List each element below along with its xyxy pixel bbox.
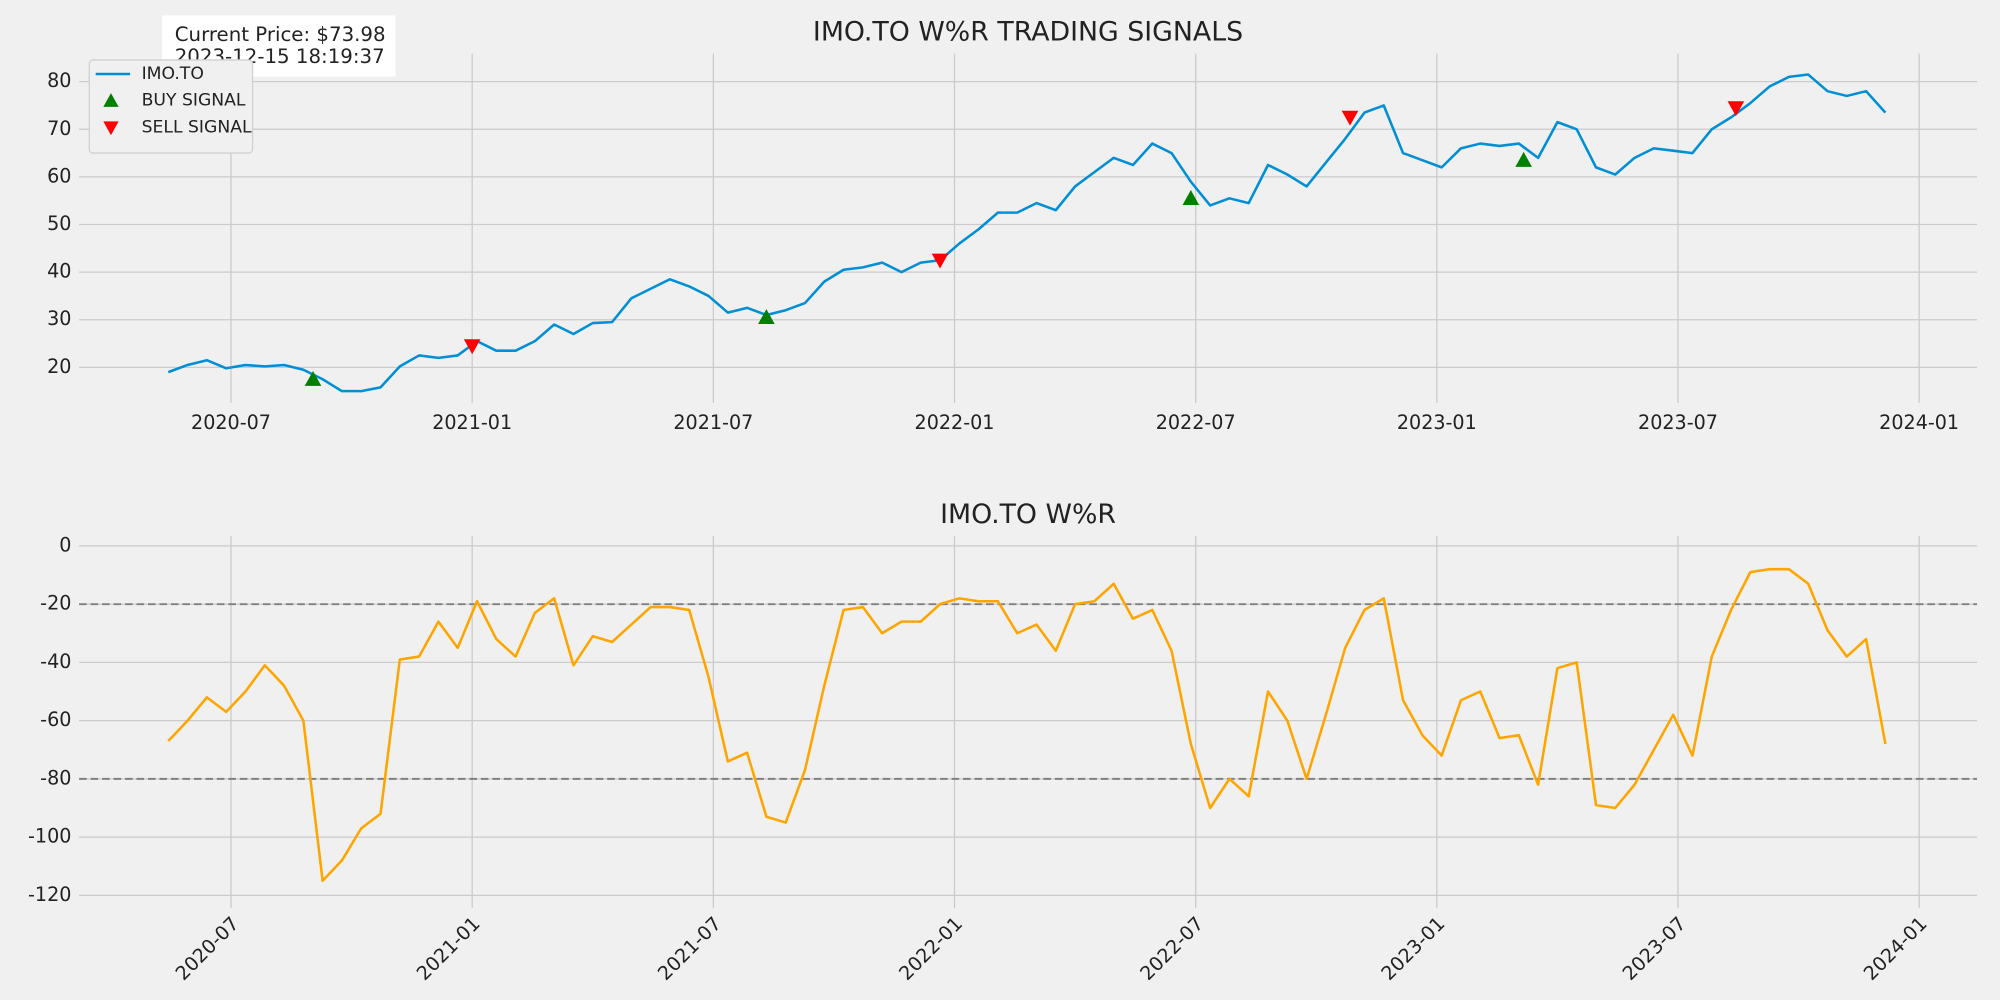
x-tick-label: 2020-07: [191, 411, 271, 434]
y-tick-label: 50: [47, 212, 71, 235]
y-tick-label: -60: [40, 708, 71, 731]
legend-swatch: [103, 121, 119, 136]
x-tick-label: 2024-01: [1879, 411, 1959, 434]
signal-marker: [931, 253, 949, 269]
y-tick-label: 20: [47, 355, 71, 378]
y-tick-label: 60: [47, 164, 71, 187]
annotation-text: Current Price: $73.98: [175, 23, 386, 46]
legend-label: SELL SIGNAL: [142, 118, 252, 138]
line: [167, 567, 1887, 883]
legend-label: BUY SIGNAL: [142, 91, 246, 111]
subplot: IMO.TO W%R TRADING SIGNALS 20 30 40 50 60 70 80…: [47, 15, 1978, 434]
y-tick-label: -120: [28, 883, 71, 906]
signal-marker: [1727, 101, 1745, 117]
y-tick-label: -100: [28, 825, 71, 848]
x-tick-label: 2021-01: [432, 411, 512, 434]
chart-title: IMO.TO W%R TRADING SIGNALS: [813, 17, 1243, 48]
y-tick-label: 40: [47, 260, 71, 283]
x-tick-label: 2021-07: [673, 411, 753, 434]
legend-box: [88, 59, 254, 154]
y-tick-label: -20: [40, 592, 71, 615]
legend-swatch: [103, 93, 119, 107]
signal-marker: [1515, 151, 1532, 167]
legend-label: IMO.TO: [142, 64, 204, 84]
y-tick-label: -40: [40, 650, 71, 673]
x-tick-label: 2023-01: [1397, 411, 1477, 434]
chart-title: IMO.TO W%R: [940, 499, 1116, 530]
signal-marker: [463, 339, 481, 355]
y-tick-label: 0: [59, 533, 71, 556]
signal-marker: [758, 309, 775, 324]
y-tick-label: -80: [40, 766, 71, 789]
x-tick-label: 2023-07: [1638, 411, 1718, 434]
signal-marker: [1341, 110, 1359, 126]
x-tick-label: 2022-01: [915, 411, 995, 434]
signal-marker: [304, 370, 322, 386]
y-tick-label: 80: [47, 69, 71, 92]
signal-marker: [1182, 190, 1200, 205]
x-tick-label: 2022-07: [1156, 411, 1236, 434]
line: [167, 73, 1887, 393]
y-tick-label: 30: [47, 307, 71, 330]
y-tick-label: 70: [47, 117, 71, 140]
legend: IMO.TO BUY SIGNAL SELL SIGNAL: [88, 59, 254, 154]
